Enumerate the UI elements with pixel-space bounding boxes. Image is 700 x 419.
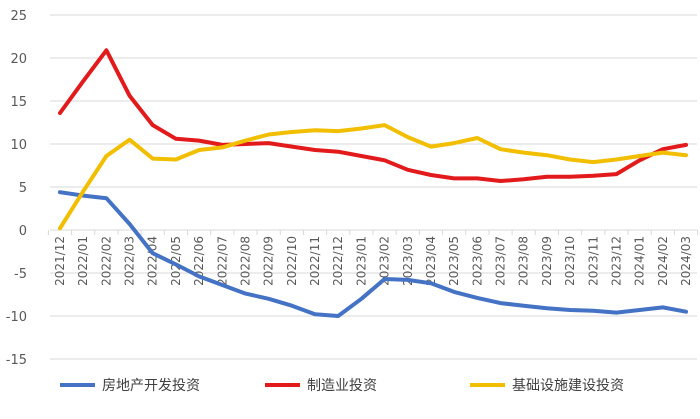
- y-tick-label: -15: [6, 353, 27, 368]
- x-axis-ticks: 2021/12 2022/01 2022/02 2022/03 2022/04 2022/…: [53, 236, 693, 286]
- x-tick-label: 2023/12: [609, 236, 623, 286]
- y-axis-ticks: 25 20 15 10 5 0 -5 -10 -15: [6, 9, 27, 368]
- x-tick-label: 2021/12: [53, 236, 67, 286]
- x-tick-label: 2022/02: [99, 236, 113, 286]
- x-tick-label: 2023/01: [354, 236, 368, 286]
- x-tick-label: 2022/04: [146, 236, 160, 286]
- y-tick-label: 25: [10, 9, 27, 24]
- x-tick-label: 2022/12: [331, 236, 345, 286]
- x-tick-label: 2024/02: [656, 236, 670, 286]
- legend: 房地产开发投资 制造业投资 基础设施建设投资: [60, 377, 624, 394]
- y-tick-label: 10: [10, 138, 27, 153]
- legend-label: 基础设施建设投资: [512, 377, 624, 394]
- x-tick-label: 2022/03: [123, 236, 137, 286]
- x-tick-label: 2023/10: [563, 236, 577, 286]
- x-tick-label: 2023/08: [517, 236, 531, 286]
- y-tick-label: 5: [19, 181, 27, 196]
- y-tick-label: 20: [10, 52, 27, 67]
- x-tick-label: 2024/01: [633, 236, 647, 286]
- y-tick-label: 15: [10, 95, 27, 110]
- series-line-3: [58, 123, 688, 231]
- y-tick-label: -5: [14, 267, 27, 282]
- x-tick-label: 2022/05: [169, 236, 183, 286]
- x-tick-label: 2023/07: [494, 236, 508, 286]
- x-tick-label: 2022/09: [262, 236, 276, 286]
- series-line-1: [58, 190, 688, 318]
- series-line-2: [58, 48, 688, 183]
- gridlines: [47, 14, 699, 360]
- series-lines: [58, 48, 688, 318]
- x-tick-label: 2022/07: [215, 236, 229, 286]
- legend-label: 房地产开发投资: [102, 378, 200, 394]
- x-tick-label: 2022/11: [308, 236, 322, 286]
- x-tick-label: 2023/11: [586, 236, 600, 286]
- x-tick-label: 2022/08: [238, 236, 252, 286]
- x-tick-label: 2023/06: [470, 236, 484, 286]
- x-tick-label: 2023/02: [378, 236, 392, 286]
- x-tick-label: 2023/05: [447, 236, 461, 286]
- x-tick-label: 2022/10: [285, 236, 299, 286]
- x-tick-label: 2022/01: [76, 236, 90, 286]
- x-tick-label: 2023/03: [401, 236, 415, 286]
- x-tick-label: 2023/09: [540, 236, 554, 286]
- x-tick-label: 2024/03: [679, 236, 693, 286]
- y-tick-label: 0: [19, 224, 27, 239]
- y-tick-label: -10: [6, 310, 27, 325]
- legend-label: 制造业投资: [307, 378, 377, 394]
- x-tick-label: 2023/04: [424, 236, 438, 286]
